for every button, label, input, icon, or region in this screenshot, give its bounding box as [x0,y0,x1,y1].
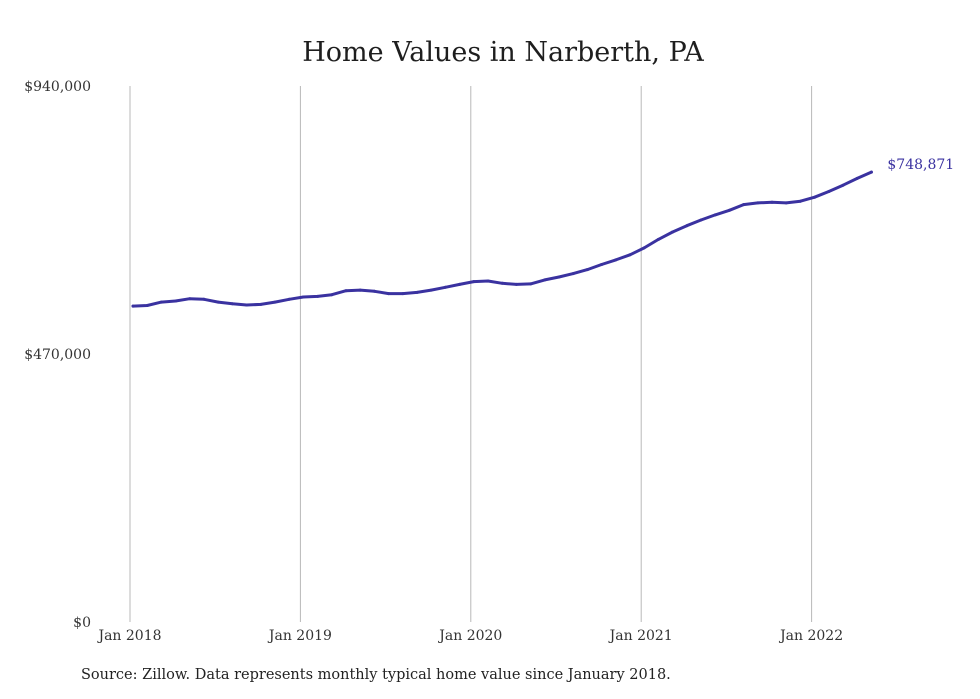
data-point [372,289,376,293]
data-point [344,289,348,293]
series-points [131,170,873,308]
y-tick-label: $470,000 [24,347,91,363]
data-point [159,300,163,304]
data-point [529,282,533,286]
home-value-series-line [131,170,873,308]
data-point [798,199,802,203]
line-chart: Home Values in Narberth, PA $0 $470,000 $9… [24,37,954,644]
data-point [642,246,646,250]
data-point [387,292,391,296]
data-point [770,200,774,204]
data-point [699,218,703,222]
data-point [841,183,845,187]
data-point [600,263,604,266]
x-tick-label: Jan 2020 [437,628,502,644]
y-tick-label: $940,000 [24,79,91,95]
chart-title: Home Values in Narberth, PA [302,37,704,68]
data-point [628,253,632,257]
data-point [827,190,831,193]
data-point [259,302,263,306]
data-point [585,268,589,272]
data-point [486,279,490,283]
data-point [727,208,731,212]
data-point [614,258,618,262]
data-point [869,170,873,174]
data-point [245,303,249,307]
x-tick-label: Jan 2019 [267,628,332,644]
data-point [571,272,575,276]
data-point [784,201,788,205]
data-point [543,278,547,282]
x-axis-ticks: Jan 2018 Jan 2019 Jan 2020 Jan 2021 Jan 2022 [96,628,843,644]
data-point [443,285,447,289]
x-tick-label: Jan 2022 [778,628,843,644]
data-point [685,224,689,228]
data-point [188,297,192,301]
y-axis-ticks: $0 $470,000 $940,000 [24,79,91,631]
data-point [756,201,760,205]
data-point [301,295,305,299]
data-point [230,302,234,306]
data-point [216,300,220,304]
data-point [429,288,433,292]
data-point [131,304,135,308]
data-point [500,281,504,285]
data-point [855,176,859,180]
grid-lines [129,86,813,622]
y-tick-label: $0 [73,615,91,631]
data-point [401,292,405,296]
data-point [174,299,178,303]
data-point [742,203,746,207]
data-point [145,304,149,307]
x-tick-label: Jan 2018 [96,628,161,644]
data-point [713,213,717,217]
x-tick-label: Jan 2021 [608,628,673,644]
data-point [472,280,476,284]
data-point [813,195,817,199]
data-point [316,294,320,298]
source-note: Source: Zillow. Data represents monthly … [81,667,671,683]
data-point [273,300,277,304]
data-point [514,282,518,286]
data-point [557,275,561,279]
data-point [287,297,291,301]
data-point [358,288,362,292]
data-point [415,290,419,294]
data-point [458,282,462,286]
data-point [330,293,334,297]
data-point [202,297,206,301]
data-point [671,230,675,234]
end-value-label: $748,871 [887,157,954,173]
data-point [656,237,660,241]
